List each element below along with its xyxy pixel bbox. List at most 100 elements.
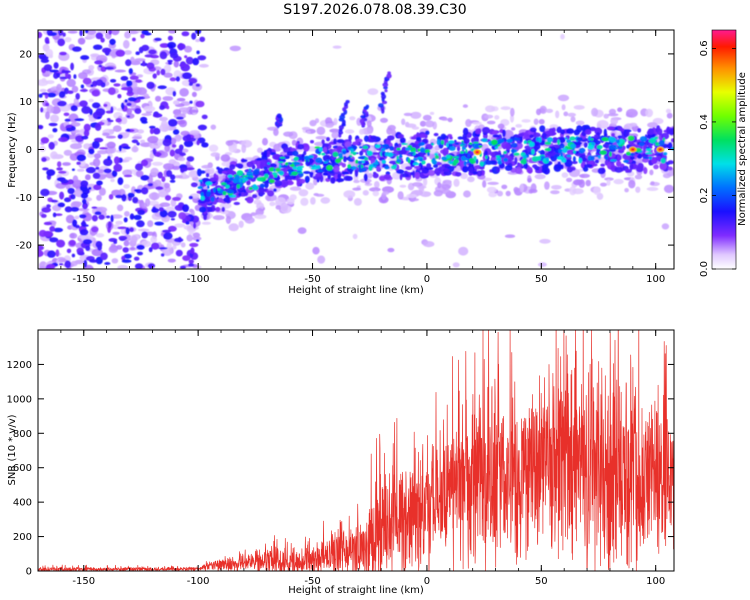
spectrogram-cell xyxy=(179,63,189,68)
spectrogram-cell xyxy=(88,65,95,70)
spectrogram-cell xyxy=(199,206,207,213)
spectrogram-cell xyxy=(96,180,103,186)
spectrogram-cell xyxy=(188,109,199,113)
spectrogram-cell xyxy=(113,83,121,87)
spectrogram-cell xyxy=(301,126,311,131)
spectrogram-cell xyxy=(162,96,174,101)
spectrogram-cell xyxy=(117,134,123,140)
spectrogram-cell xyxy=(566,128,575,135)
spectrogram-cell xyxy=(65,127,74,132)
spectrogram-cell xyxy=(544,141,552,145)
spectrogram-cell xyxy=(189,242,199,248)
spectrogram-cell xyxy=(135,163,143,171)
spectrogram-cell xyxy=(70,194,76,200)
spectrogram-cell xyxy=(167,210,177,218)
spectrogram-cell xyxy=(610,117,618,125)
spectrogram-cell xyxy=(626,151,631,156)
spectrogram-cell xyxy=(551,185,562,190)
spectrogram-cell xyxy=(221,206,226,213)
spectrogram-cell xyxy=(46,169,56,177)
spectrogram-cell xyxy=(566,177,573,183)
spectrogram-cell xyxy=(113,156,120,165)
spectrogram-cell xyxy=(256,157,263,161)
spectrogram-cell xyxy=(515,124,522,128)
spectrogram-cell xyxy=(206,191,212,197)
spectrogram-cell xyxy=(275,167,281,172)
spectrogram-cell xyxy=(391,129,397,137)
spectrogram-cell xyxy=(248,168,252,171)
spectrogram-cell xyxy=(614,166,623,173)
spectrogram-cell xyxy=(188,231,195,235)
spectrogram-cell xyxy=(131,186,136,195)
spectrogram-cell xyxy=(100,37,105,43)
spectrogram-cell xyxy=(575,120,585,126)
spectrogram-cell xyxy=(252,169,260,176)
spectrogram-cell xyxy=(216,166,220,170)
spectrogram-cell xyxy=(161,120,168,129)
spectrogram-cell xyxy=(147,183,153,187)
spectrogram-cell xyxy=(517,163,523,168)
spectrogram-cell xyxy=(97,244,102,251)
spectrogram-cell xyxy=(174,204,185,211)
spectrogram-cell xyxy=(262,137,268,146)
spectrogram-cell xyxy=(50,151,58,160)
spectrogram-cell xyxy=(197,199,207,204)
spectrogram-cell xyxy=(624,188,629,193)
spectrogram-cell xyxy=(478,145,483,148)
spectrogram-cell xyxy=(159,43,170,48)
spectrogram-cell xyxy=(77,37,86,45)
spectrogram-cell xyxy=(650,181,655,186)
spectrogram-cell xyxy=(189,130,200,135)
spectrogram-cell xyxy=(242,177,249,182)
spectrogram-cell xyxy=(284,175,289,181)
spectrogram-cell xyxy=(58,137,68,143)
spectrogram-cell xyxy=(159,116,168,122)
spectrogram-cell xyxy=(593,186,601,196)
spectrogram-cell xyxy=(248,186,253,191)
spectrogram-image xyxy=(38,30,674,269)
spectrogram-cell xyxy=(591,163,598,167)
spectrogram-cell xyxy=(462,165,469,173)
spectrogram-cell xyxy=(45,102,50,107)
spectrogram-cell xyxy=(639,136,648,142)
spectrogram-cell xyxy=(370,135,377,140)
spectrogram-cell xyxy=(217,187,221,191)
spectrogram-cell xyxy=(569,136,576,141)
spectrogram-cell xyxy=(162,138,172,147)
spectrogram-cell xyxy=(199,181,203,185)
spectrogram-cell xyxy=(419,120,427,127)
spectrogram-cell xyxy=(67,187,75,195)
spectrogram-cell xyxy=(246,180,251,186)
spectrogram-cell xyxy=(73,74,77,79)
spectrogram-cell xyxy=(434,152,439,156)
spectrogram-cell xyxy=(201,164,213,169)
spectrogram-cell xyxy=(433,132,439,137)
spectrogram-cell xyxy=(429,111,435,115)
spectrogram-cell xyxy=(387,135,395,141)
spectrogram-cell xyxy=(317,255,326,264)
spectrogram-cell xyxy=(113,240,118,244)
spectrogram-cell xyxy=(86,30,97,35)
spectrogram-cell xyxy=(418,142,422,147)
spectrogram-cell xyxy=(600,182,607,187)
spectrogram-cell xyxy=(297,143,305,150)
spectrogram-cell xyxy=(167,59,173,63)
spectrogram-cell xyxy=(78,72,88,80)
spectrogram-cell xyxy=(387,71,391,75)
spectrogram-cell xyxy=(107,155,111,161)
spectrogram-cell xyxy=(174,134,182,142)
spectrogram-cell xyxy=(43,64,53,72)
spectrogram-cell xyxy=(291,171,299,176)
spectrogram-cell xyxy=(384,89,388,93)
spectrogram-cell xyxy=(333,138,337,145)
spectrogram-cell xyxy=(70,260,78,267)
spectrogram-cell xyxy=(85,30,89,34)
spectrogram-cell xyxy=(82,203,88,210)
spectrogram-cell xyxy=(445,154,451,159)
spectrogram-cell xyxy=(374,144,381,149)
spectrogram-cell xyxy=(64,118,71,122)
spectrogram-cell xyxy=(628,179,636,189)
spectrogram-cell xyxy=(606,179,611,186)
spectrogram-cell xyxy=(154,37,162,42)
spectrogram-cell xyxy=(246,196,254,204)
